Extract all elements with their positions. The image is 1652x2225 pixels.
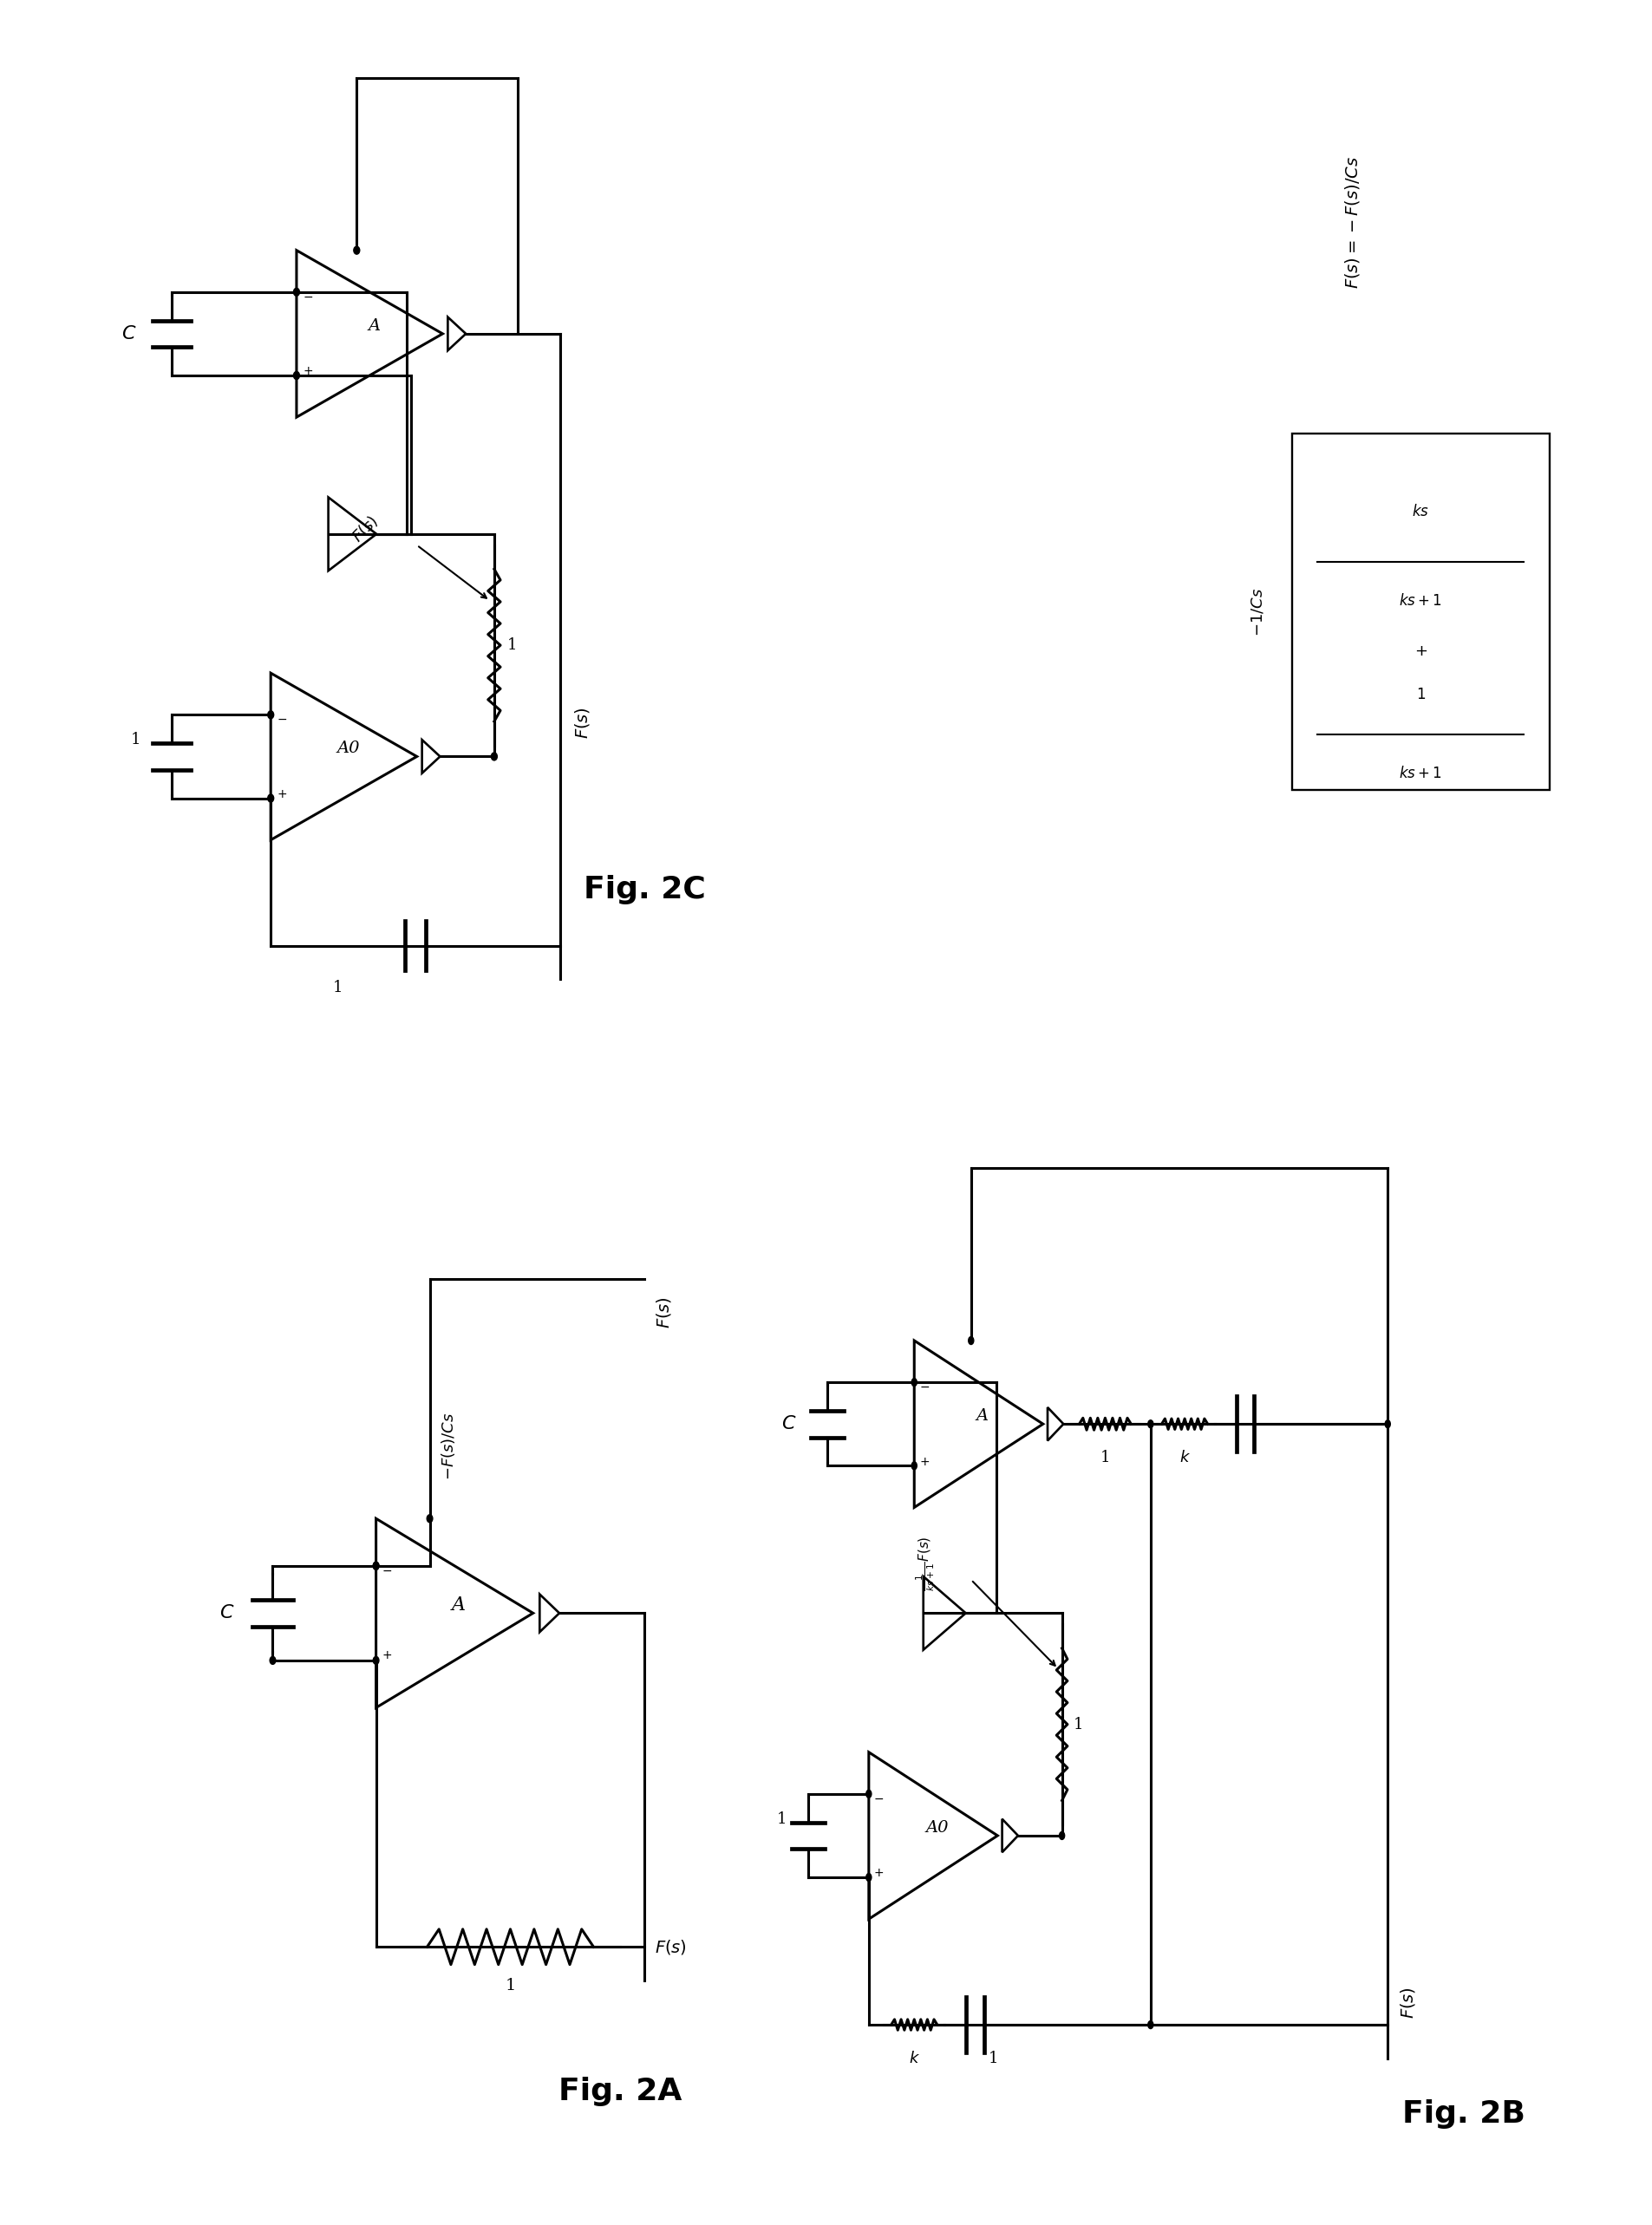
Text: $F(s)=-F(s)/Cs$: $F(s)=-F(s)/Cs$	[1341, 156, 1361, 289]
Circle shape	[1148, 2020, 1153, 2029]
Text: $F(s)$: $F(s)$	[654, 1938, 686, 1956]
Text: $C$: $C$	[781, 1415, 796, 1433]
Circle shape	[866, 1789, 871, 1798]
Circle shape	[268, 794, 274, 803]
Circle shape	[268, 710, 274, 719]
Text: A0: A0	[925, 1820, 948, 1836]
Circle shape	[1384, 1420, 1389, 1428]
Text: $C$: $C$	[121, 325, 137, 343]
Text: A: A	[976, 1408, 988, 1424]
Circle shape	[373, 1562, 378, 1571]
Text: $-F(s)/Cs$: $-F(s)/Cs$	[439, 1413, 456, 1480]
Text: $F(s)$: $F(s)$	[573, 708, 591, 739]
Text: $ks+1$: $ks+1$	[1399, 765, 1442, 781]
Text: $-$: $-$	[872, 1791, 884, 1804]
Text: $+$: $+$	[872, 1867, 884, 1880]
Text: $ks$: $ks$	[1411, 503, 1429, 521]
Text: $F(s)$: $F(s)$	[654, 1297, 672, 1328]
Text: $+$: $+$	[919, 1455, 928, 1468]
Text: $-$: $-$	[382, 1564, 392, 1578]
Text: $F(s)$: $F(s)$	[1398, 1987, 1416, 2018]
Text: 1: 1	[988, 2049, 998, 2067]
Text: $-$: $-$	[302, 289, 312, 303]
Text: $-$: $-$	[919, 1380, 928, 1393]
Text: $1$: $1$	[1416, 688, 1426, 703]
Text: $+$: $+$	[276, 788, 287, 801]
Text: $k$: $k$	[1178, 1448, 1189, 1466]
Bar	[1292, 434, 1550, 790]
Text: $-\frac{1}{ks+1}F(s)$: $-\frac{1}{ks+1}F(s)$	[914, 1535, 937, 1602]
Circle shape	[866, 1873, 871, 1880]
Text: 1: 1	[332, 979, 344, 997]
Text: 1: 1	[131, 732, 140, 748]
Text: A: A	[367, 318, 380, 334]
Text: Fig. 2C: Fig. 2C	[583, 874, 705, 906]
Text: $-1/Cs$: $-1/Cs$	[1251, 587, 1265, 636]
Text: $+$: $+$	[302, 365, 312, 378]
Circle shape	[968, 1337, 973, 1344]
Circle shape	[373, 1562, 378, 1571]
Text: 1: 1	[506, 1978, 515, 1994]
Text: $+$: $+$	[1414, 643, 1427, 659]
Text: 1: 1	[1100, 1448, 1110, 1466]
Circle shape	[1148, 1420, 1153, 1428]
Text: Fig. 2A: Fig. 2A	[558, 2076, 681, 2107]
Circle shape	[491, 752, 497, 761]
Circle shape	[294, 372, 299, 378]
Circle shape	[912, 1377, 917, 1386]
Text: 1: 1	[776, 1811, 786, 1827]
Circle shape	[1059, 1831, 1064, 1840]
Text: Fig. 2B: Fig. 2B	[1401, 2098, 1525, 2129]
Circle shape	[426, 1515, 433, 1522]
Text: $ks+1$: $ks+1$	[1399, 592, 1442, 610]
Circle shape	[912, 1462, 917, 1468]
Circle shape	[294, 287, 299, 296]
Text: 1: 1	[1072, 1715, 1082, 1733]
Circle shape	[373, 1655, 378, 1664]
Text: $-$: $-$	[935, 1606, 945, 1620]
Text: $-$: $-$	[344, 527, 354, 541]
Text: A: A	[451, 1595, 466, 1615]
Text: $C$: $C$	[220, 1604, 235, 1622]
Text: 1: 1	[507, 636, 517, 654]
Text: $F(s)$: $F(s)$	[349, 512, 382, 545]
Circle shape	[269, 1655, 276, 1664]
Text: $+$: $+$	[382, 1649, 392, 1662]
Text: $-$: $-$	[276, 712, 287, 725]
Circle shape	[354, 247, 360, 254]
Text: A0: A0	[337, 741, 360, 756]
Text: $k$: $k$	[909, 2049, 920, 2067]
